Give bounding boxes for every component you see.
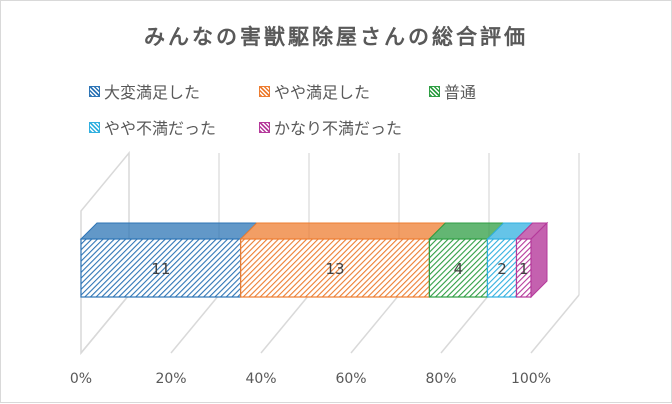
legend-swatch (429, 85, 440, 97)
legend-swatch (89, 85, 100, 97)
x-tick-label: 0% (70, 371, 92, 387)
bar-segment (240, 238, 430, 298)
legend-item: かなり不満だった (259, 117, 403, 138)
legend-item: 普通 (429, 81, 477, 102)
bar-top-face (79, 222, 258, 240)
legend-label: 大変満足した (104, 83, 201, 102)
legend-label: やや満足した (274, 83, 371, 102)
x-tick-label: 20% (155, 371, 186, 387)
x-tick-label: 60% (335, 371, 366, 387)
data-label: 11 (151, 260, 170, 278)
bar-side-face (530, 221, 548, 299)
x-tick-label: 80% (425, 371, 456, 387)
data-label: 1 (519, 260, 529, 278)
legend-swatch (89, 121, 100, 133)
legend-item: やや不満だった (89, 117, 217, 138)
legend-label: かなり不満だった (274, 119, 403, 138)
data-label: 4 (454, 260, 464, 278)
floor-grid (260, 294, 310, 354)
floor-grid (80, 294, 130, 354)
legend-label: やや不満だった (104, 119, 217, 138)
floor-grid (350, 294, 400, 354)
legend-swatch (259, 121, 270, 133)
legend-label: 普通 (444, 83, 477, 102)
legend-swatch (259, 85, 270, 97)
data-label: 13 (325, 260, 344, 278)
bar-segment (80, 238, 242, 298)
floor-grid (170, 294, 220, 354)
bar-top-face (239, 222, 447, 240)
legend-item: 大変満足した (89, 81, 201, 102)
floor-grid (530, 294, 580, 354)
x-tick-label: 40% (245, 371, 276, 387)
x-tick-label: 100% (511, 371, 551, 387)
data-label: 2 (497, 260, 507, 278)
legend-item: やや満足した (259, 81, 371, 102)
chart-title: みんなの害獣駆除屋さんの総合評価 (144, 25, 528, 49)
bar-segment (428, 238, 489, 298)
floor-grid (440, 294, 490, 354)
